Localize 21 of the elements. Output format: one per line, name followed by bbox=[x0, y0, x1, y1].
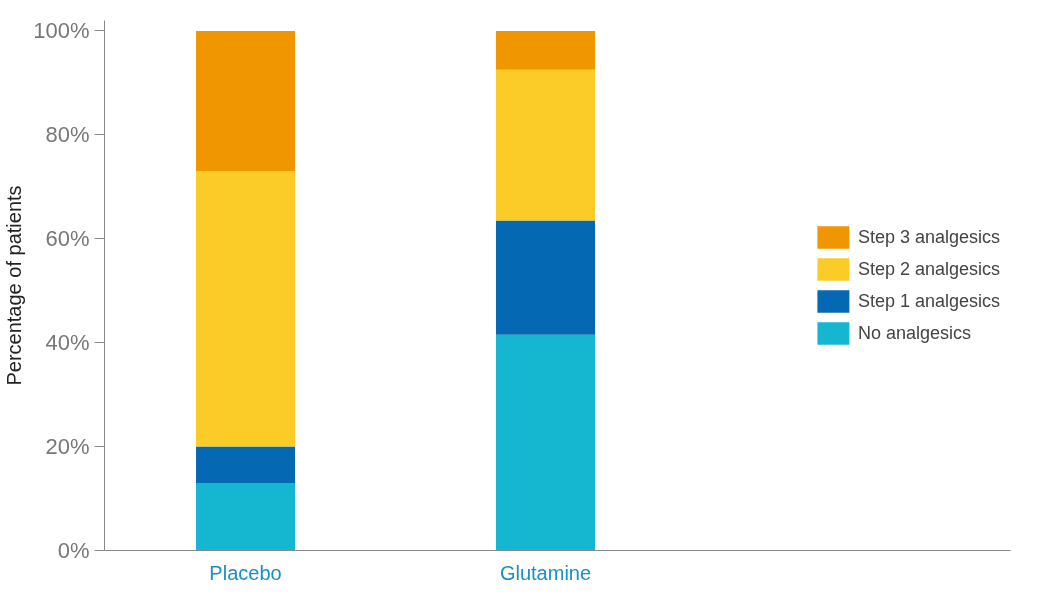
legend-label: No analgesics bbox=[857, 322, 971, 344]
y-axis-title: Percentage of patients bbox=[3, 185, 26, 386]
bar bbox=[496, 220, 595, 335]
y-tick-label: 20% bbox=[45, 434, 90, 460]
x-tick-label: Placebo bbox=[209, 561, 282, 584]
y-tick-label: 100% bbox=[33, 18, 90, 44]
x-tick-label: Glutamine bbox=[499, 561, 592, 584]
bar bbox=[196, 171, 295, 447]
bar bbox=[496, 30, 595, 70]
bar bbox=[196, 482, 295, 551]
y-tick-label: 60% bbox=[45, 226, 90, 252]
legend-label: Step 1 analgesics bbox=[857, 290, 1000, 312]
y-tick-label: 40% bbox=[45, 330, 90, 356]
bar bbox=[496, 334, 595, 551]
y-tick-label: 0% bbox=[57, 538, 90, 563]
y-tick-label: 80% bbox=[45, 122, 90, 148]
bar bbox=[196, 446, 295, 483]
legend-label: Step 2 analgesics bbox=[857, 258, 1000, 280]
legend-label: Step 3 analgesics bbox=[857, 226, 1000, 248]
bar bbox=[496, 69, 595, 221]
bar bbox=[196, 30, 295, 172]
